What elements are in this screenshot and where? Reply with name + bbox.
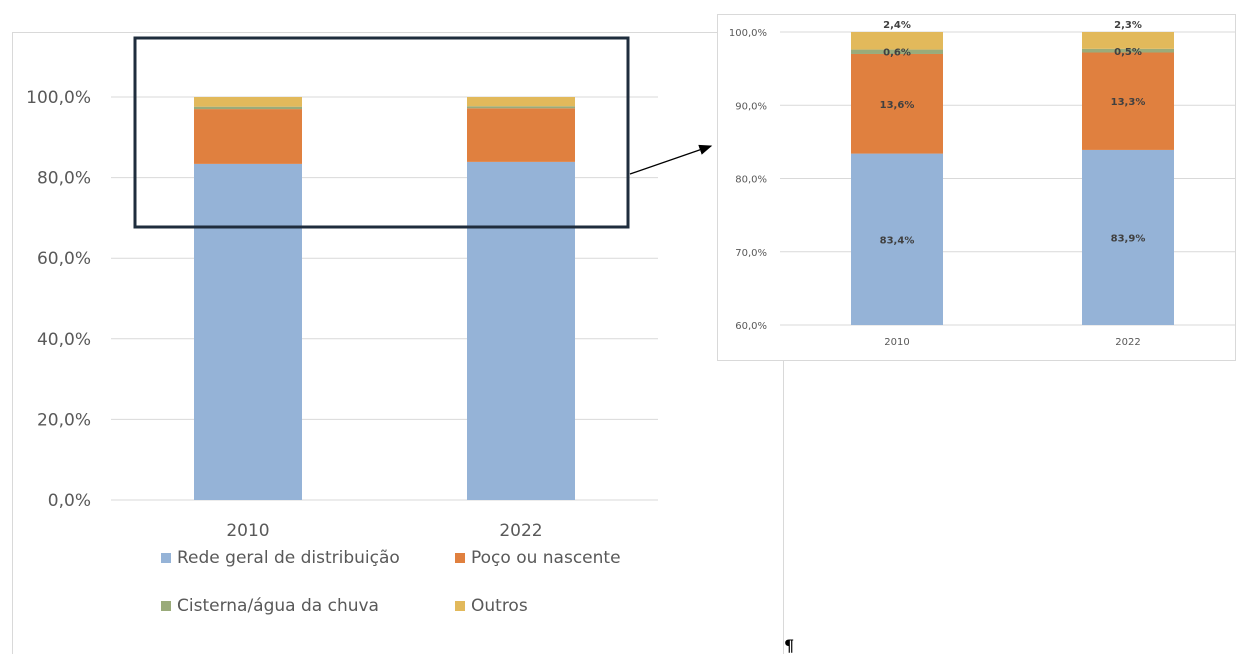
y-tick-label: 60,0%: [735, 321, 767, 332]
bar-segment: [1082, 32, 1174, 49]
main-chart-panel: 0,0% 20,0% 40,0% 60,0% 80,0% 100,0% 2010 2022 Re…: [12, 32, 784, 654]
pilcrow-mark: ¶: [784, 636, 795, 655]
legend-label: Rede geral de distribuição: [177, 548, 400, 568]
main-chart: 0,0% 20,0% 40,0% 60,0% 80,0% 100,0% 2010 2022 Re…: [26, 88, 658, 616]
legend-swatch: [161, 553, 171, 563]
bar-segment: [1082, 149, 1174, 325]
legend-label: Outros: [471, 596, 528, 616]
y-tick-label: 40,0%: [37, 330, 91, 350]
legend-swatch: [455, 553, 465, 563]
bar-segment: [851, 153, 943, 325]
data-label: 0,6%: [883, 48, 911, 59]
x-tick-label: 2010: [884, 337, 909, 348]
y-tick-label: 0,0%: [48, 491, 91, 511]
bar-segment: [1082, 52, 1174, 150]
bar-segment: [1082, 48, 1174, 53]
data-label: 83,9%: [1111, 233, 1146, 244]
y-tick-label: 100,0%: [729, 28, 767, 39]
bar-segment: [194, 106, 302, 110]
bar-segment: [194, 97, 302, 107]
data-label: 0,5%: [1114, 47, 1142, 58]
legend-swatch: [161, 601, 171, 611]
data-label: 2,4%: [883, 20, 911, 31]
zoom-chart-panel: 60,0% 70,0% 80,0% 90,0% 100,0% 83,4% 13,6% 0,6%…: [717, 14, 1236, 361]
y-tick-label: 60,0%: [37, 249, 91, 269]
zoom-chart: 60,0% 70,0% 80,0% 90,0% 100,0% 83,4% 13,6% 0,6%…: [729, 20, 1236, 348]
bar-segment: [467, 97, 575, 107]
bar-segment: [467, 161, 575, 500]
bar-segment: [851, 32, 943, 50]
y-tick-label: 80,0%: [37, 169, 91, 189]
data-label: 13,3%: [1111, 97, 1146, 108]
data-label: 83,4%: [880, 235, 915, 246]
legend-label: Cisterna/água da chuva: [177, 596, 379, 616]
y-tick-label: 100,0%: [26, 88, 91, 108]
y-tick-label: 90,0%: [735, 101, 767, 112]
x-tick-label: 2022: [1115, 337, 1140, 348]
bar-segment: [194, 163, 302, 500]
legend-label: Poço ou nascente: [471, 548, 621, 568]
data-label: 13,6%: [880, 100, 915, 111]
bar-segment: [467, 106, 575, 109]
bar-segment: [851, 49, 943, 54]
data-label: 2,3%: [1114, 20, 1142, 31]
y-tick-label: 70,0%: [735, 248, 767, 259]
bar-segment: [851, 53, 943, 154]
bar-segment: [194, 109, 302, 164]
x-tick-label: 2022: [499, 521, 542, 541]
legend-swatch: [455, 601, 465, 611]
x-tick-label: 2010: [226, 521, 269, 541]
y-tick-label: 80,0%: [735, 175, 767, 186]
y-tick-label: 20,0%: [37, 410, 91, 430]
bar-segment: [467, 108, 575, 162]
